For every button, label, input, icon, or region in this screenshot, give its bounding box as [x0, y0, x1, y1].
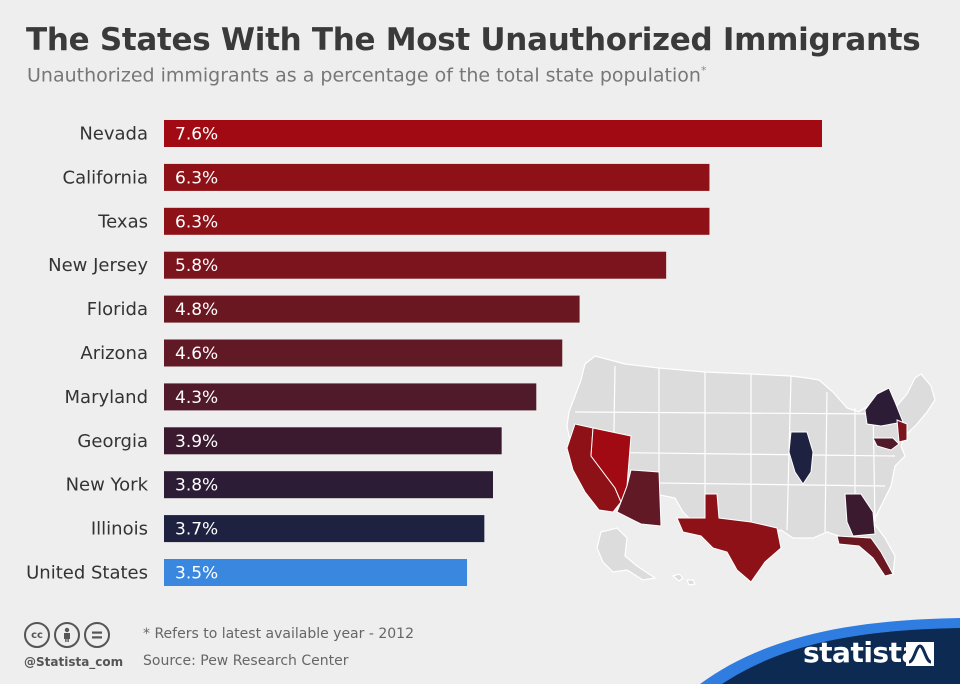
bar-florida: [164, 295, 580, 323]
category-label-nevada: Nevada: [79, 124, 148, 145]
category-label-arizona: Arizona: [80, 343, 148, 364]
source-note: Source: Pew Research Center: [143, 653, 349, 669]
bar-georgia: [164, 427, 502, 455]
map-state-illinois: [788, 431, 814, 485]
license-icons: cc: [24, 622, 110, 648]
map-state-texas: [676, 493, 782, 583]
map-state-arizona: [616, 469, 662, 527]
category-label-california: California: [63, 167, 148, 188]
us-map: [566, 355, 936, 586]
category-label-florida: Florida: [87, 299, 148, 320]
map-hawaii: [671, 573, 696, 586]
bar-nevada: [164, 120, 822, 147]
bar-new-york: [164, 471, 493, 499]
map-state-georgia: [844, 493, 876, 537]
bar-texas: [164, 207, 710, 235]
footnote: * Refers to latest available year - 2012: [143, 626, 414, 642]
value-label-georgia: 3.9%: [175, 432, 218, 452]
value-label-united-states: 3.5%: [175, 564, 218, 584]
chart-title: The States With The Most Unauthorized Im…: [26, 22, 921, 58]
chart-subtitle: Unauthorized immigrants as a percentage …: [27, 64, 706, 86]
bar-united-states: [164, 559, 468, 586]
value-label-texas: 6.3%: [175, 212, 218, 232]
value-label-florida: 4.8%: [175, 300, 218, 320]
category-label-texas: Texas: [97, 211, 148, 232]
value-label-maryland: 4.3%: [175, 388, 218, 408]
no-derivatives-icon: [84, 622, 110, 648]
value-label-nevada: 7.6%: [175, 125, 218, 145]
map-state-florida: [836, 535, 894, 577]
map-state-new-york: [864, 387, 904, 427]
category-label-illinois: Illinois: [91, 519, 148, 540]
category-label-maryland: Maryland: [65, 387, 148, 408]
subtitle-footnote-marker: *: [700, 64, 707, 77]
category-label-new-jersey: New Jersey: [48, 255, 148, 276]
category-label-new-york: New York: [66, 475, 149, 496]
us-map-highlights: [566, 387, 908, 583]
attribution-icon: [54, 622, 80, 648]
map-alaska: [596, 527, 657, 581]
map-state-new-jersey: [896, 419, 908, 443]
value-label-illinois: 3.7%: [175, 520, 218, 540]
statista-logo[interactable]: statista: [803, 636, 920, 669]
value-label-new-jersey: 5.8%: [175, 256, 218, 276]
category-label-georgia: Georgia: [77, 431, 148, 452]
subtitle-text: Unauthorized immigrants as a percentage …: [27, 64, 701, 87]
bar-arizona: [164, 339, 563, 367]
bar-new-jersey: [164, 251, 667, 279]
bar-illinois: [164, 515, 485, 543]
bar-california: [164, 163, 710, 191]
bar-maryland: [164, 383, 537, 411]
value-label-arizona: 4.6%: [175, 344, 218, 364]
category-label-united-states: United States: [26, 563, 148, 584]
value-label-new-york: 3.8%: [175, 476, 218, 496]
bar-chart: Nevada 7.6% California 6.3% Texas 6.3% New Jer…: [26, 120, 822, 586]
statista-handle[interactable]: @Statista_com: [24, 655, 124, 669]
map-state-maryland: [872, 437, 900, 451]
cc-icon: cc: [24, 622, 50, 648]
statista-logo-icon: [906, 642, 934, 666]
value-label-california: 6.3%: [175, 168, 218, 188]
